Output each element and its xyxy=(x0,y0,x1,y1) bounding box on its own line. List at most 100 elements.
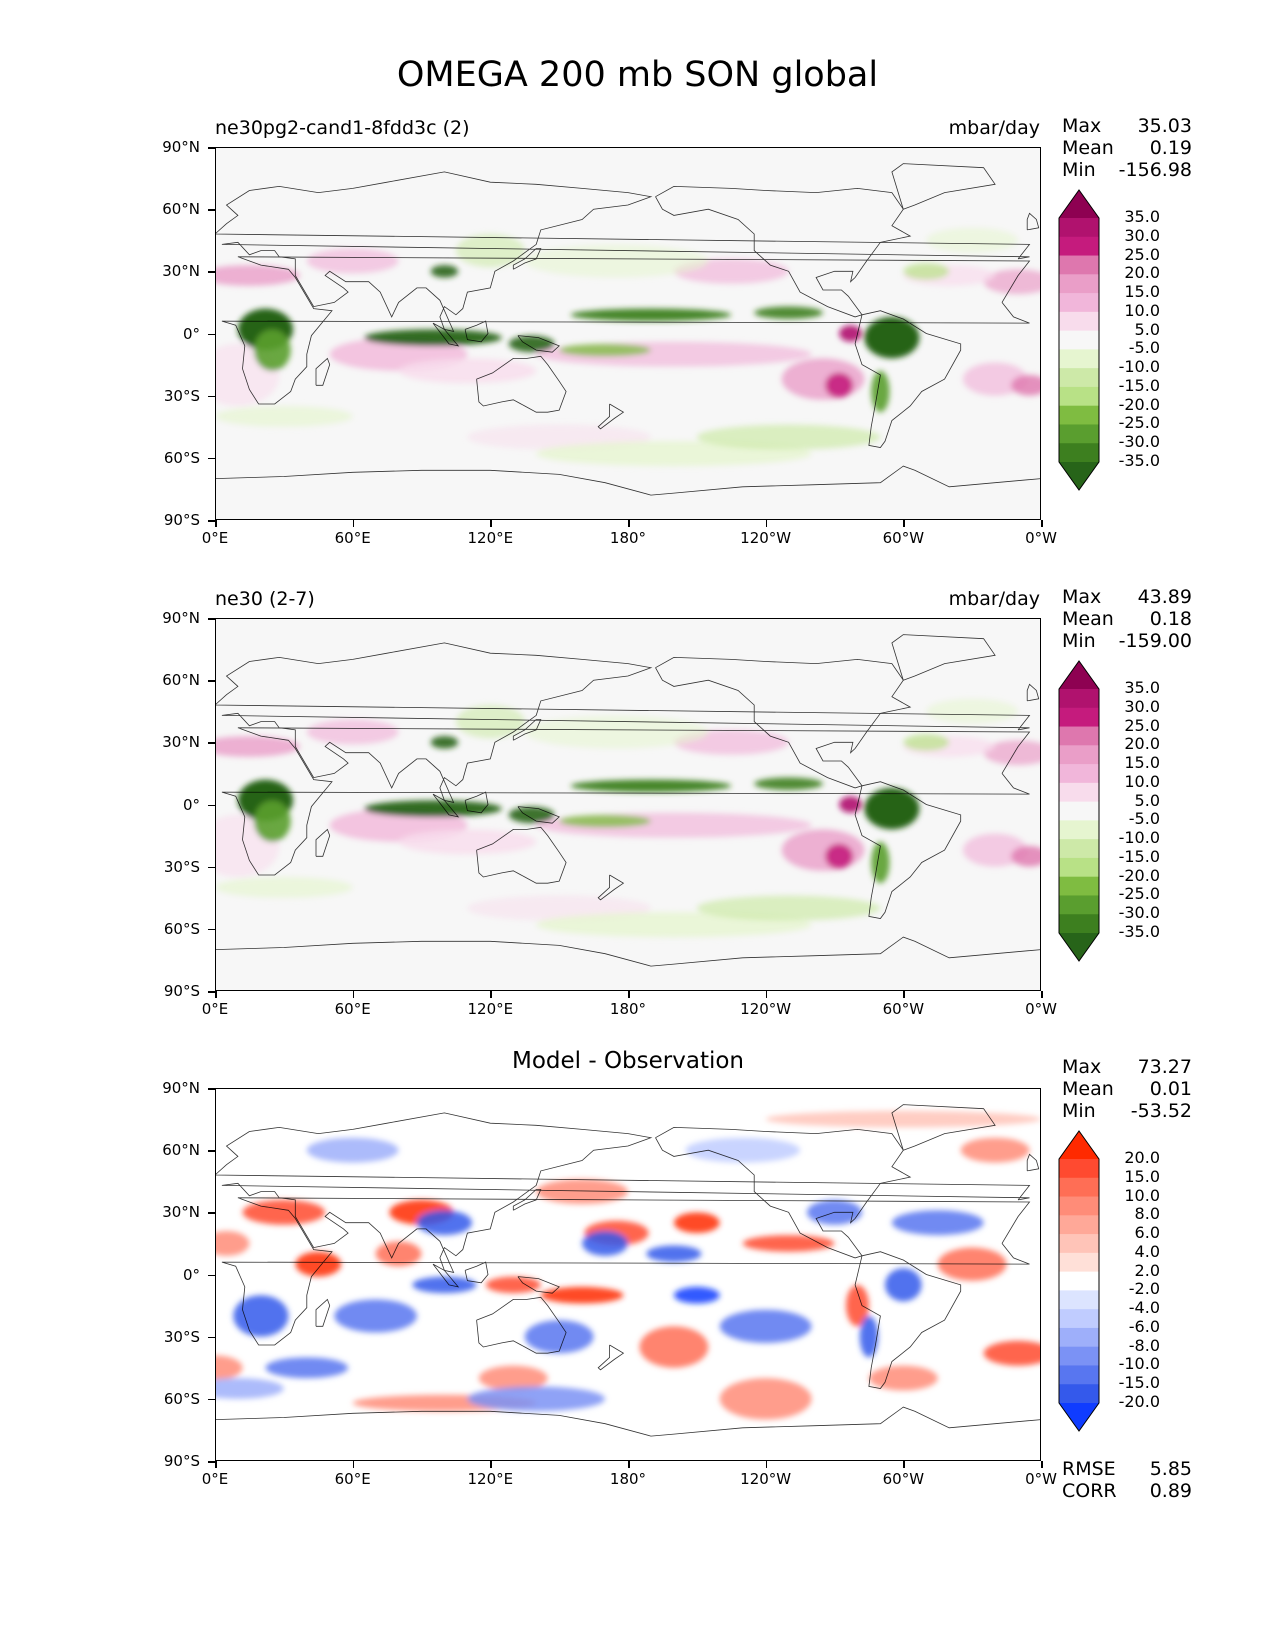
panel-model-2: ne30 (2-7) mbar/day Max 43.89 Mean 0.18 Mi… xyxy=(0,586,1275,1048)
negative-anomaly xyxy=(524,1320,594,1354)
negative-anomaly xyxy=(582,1230,628,1256)
colorbar-segment xyxy=(1059,1309,1099,1329)
ascent-region xyxy=(570,779,732,793)
coastline-10 xyxy=(512,248,542,270)
metric-corr: CORR 0.89 xyxy=(1062,1480,1192,1502)
lat-tick xyxy=(208,209,215,211)
colorbar-extend-max xyxy=(1059,190,1099,218)
lon-tick xyxy=(215,991,217,998)
subsidence-region xyxy=(962,833,1028,867)
negative-anomaly xyxy=(412,1276,477,1294)
lon-tick-label: 0°W xyxy=(1025,1470,1057,1488)
lon-tick-label: 60°W xyxy=(882,1470,925,1488)
colorbar-tick-label: -20.0 xyxy=(1118,1392,1160,1411)
lon-tick-label: 60°E xyxy=(334,1470,371,1488)
colorbar-tick-label: -8.0 xyxy=(1128,1335,1160,1355)
ascent-region xyxy=(254,329,291,371)
lat-tick xyxy=(208,395,215,398)
lon-tick xyxy=(1041,991,1043,998)
subsidence-region xyxy=(215,265,300,286)
colorbar-outline xyxy=(1058,660,1100,962)
lon-tick-label: 120°W xyxy=(740,529,792,547)
negative-anomaly xyxy=(334,1299,417,1333)
ascent-region xyxy=(754,777,824,790)
colorbar-segment xyxy=(1059,1159,1099,1179)
lat-tick xyxy=(208,1150,215,1152)
colorbar-segment xyxy=(1059,424,1099,444)
stat-max: Max 73.27 xyxy=(1062,1056,1192,1078)
negative-anomaly xyxy=(416,1210,472,1236)
colorbar-labels: 35.0 30.0 25.0 20.0 15.0 10.0 5.0 -5.0 -10.0 -15.… xyxy=(1100,660,1160,960)
lon-tick xyxy=(490,991,492,998)
colorbar-segment xyxy=(1059,801,1099,821)
lon-tick xyxy=(1041,1461,1043,1468)
lon-tick-label: 60°E xyxy=(334,1000,371,1018)
colorbar-segment xyxy=(1059,1290,1099,1310)
negative-anomaly xyxy=(884,1268,922,1302)
coastline-0 xyxy=(221,1197,1031,1346)
lat-tick-label: 90°S xyxy=(163,982,200,1000)
colorbar-tick-label: -15.0 xyxy=(1118,846,1160,866)
colorbar-segment xyxy=(1059,1215,1099,1235)
lat-tick-label: 90°N xyxy=(162,138,200,156)
metric-rmse: RMSE 5.85 xyxy=(1062,1458,1192,1480)
colorbar-tick-label: 6.0 xyxy=(1134,1223,1160,1243)
colorbar-segment xyxy=(1059,707,1099,728)
positive-anomaly xyxy=(478,1365,548,1391)
colorbar-outline xyxy=(1058,1130,1100,1432)
colorbar-tick-label: -5.0 xyxy=(1128,809,1160,829)
colorbar-tick-label: -25.0 xyxy=(1118,884,1160,904)
colorbar-segment xyxy=(1059,1196,1099,1216)
coastline-12 xyxy=(1026,683,1040,702)
coastline-5 xyxy=(891,1104,996,1151)
ascent-region xyxy=(926,227,1019,253)
colorbar-extend-max xyxy=(1059,1131,1099,1159)
colorbar-segment xyxy=(1059,274,1099,294)
colorbar-tick-label: 10.0 xyxy=(1124,1185,1160,1205)
colorbar-tick-label: 30.0 xyxy=(1124,696,1160,716)
lon-tick-label: 180° xyxy=(609,1470,647,1488)
lat-tick-label: 60°N xyxy=(162,200,200,219)
lat-tick xyxy=(208,271,215,273)
colorbar-tick-label: 10.0 xyxy=(1124,771,1160,791)
coastline-12 xyxy=(1026,1153,1040,1172)
coastline-3 xyxy=(854,781,962,919)
colorbar-segment xyxy=(1059,1177,1099,1198)
lon-tick-label: 60°E xyxy=(334,529,371,547)
subsidence-region xyxy=(781,829,865,871)
lon-tick xyxy=(765,520,768,527)
colorbar-segment xyxy=(1059,745,1099,765)
negative-anomaly xyxy=(306,1137,399,1163)
coastline-4 xyxy=(476,826,567,884)
panel-title: ne30 (2-7) xyxy=(215,588,315,610)
colorbar-extend-max xyxy=(1059,661,1099,689)
subsidence-region xyxy=(1011,374,1041,396)
coastline-5 xyxy=(891,634,996,681)
colorbar-segment xyxy=(1059,405,1099,425)
colorbar-tick-label: -5.0 xyxy=(1128,338,1160,358)
colorbar-segment xyxy=(1059,1327,1099,1348)
lat-tick xyxy=(208,804,215,806)
colorbar-tick-label: -20.0 xyxy=(1118,394,1160,414)
ascent-region xyxy=(215,877,353,898)
subsidence-region xyxy=(983,269,1041,295)
lat-tick-label: 60°S xyxy=(163,919,200,938)
lon-tick-label: 120°E xyxy=(467,529,514,547)
colorbar-tick-label: -25.0 xyxy=(1118,413,1160,433)
positive-anomaly xyxy=(536,1179,628,1205)
lon-tick-label: 180° xyxy=(609,1000,647,1018)
colorbar-tick-label: 5.0 xyxy=(1134,319,1160,339)
positive-anomaly xyxy=(742,1235,835,1252)
ascent-region xyxy=(524,244,709,278)
positive-anomaly xyxy=(868,1365,938,1391)
coastline-8 xyxy=(432,793,460,818)
lat-tick-label: 90°N xyxy=(162,1079,200,1097)
stats-box: Max 43.89 Mean 0.18 Min -159.00 xyxy=(1062,586,1192,652)
lat-tick-label: 60°S xyxy=(163,448,200,467)
colorbar-tick-label: -10.0 xyxy=(1118,1354,1160,1374)
coastline-2 xyxy=(655,656,912,789)
colorbar-tick-label: -35.0 xyxy=(1118,451,1160,470)
colorbar-tick-label: 20.0 xyxy=(1124,1148,1160,1167)
lat-tick-label: 30°S xyxy=(163,857,200,876)
coastline-13 xyxy=(215,936,1041,991)
